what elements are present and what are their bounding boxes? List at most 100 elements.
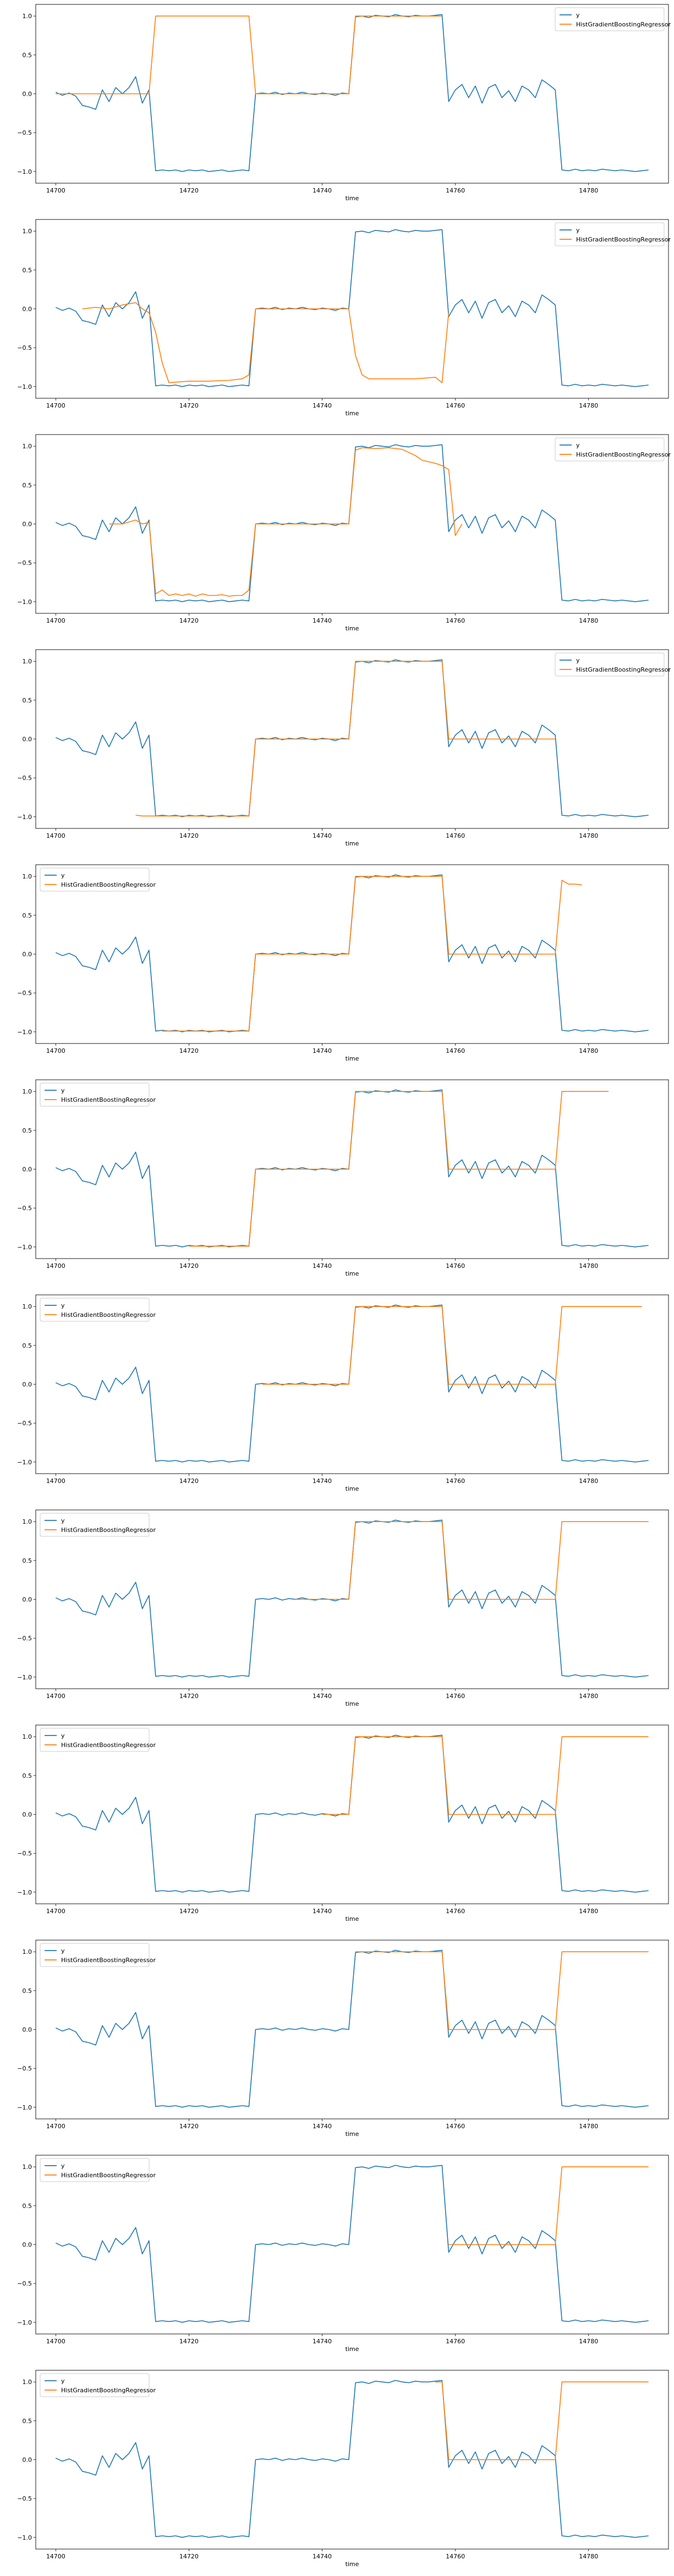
legend: y HistGradientBoostingRegressor	[40, 2158, 156, 2182]
axes-frame	[35, 2370, 669, 2550]
axes-frame	[35, 649, 669, 829]
x-axis-label: time	[346, 195, 359, 202]
x-tick-label: 14700	[46, 832, 65, 839]
x-tick-label: 14700	[46, 1478, 65, 1485]
axes-frame	[35, 864, 669, 1044]
legend-entry: HistGradientBoostingRegressor	[61, 2172, 156, 2179]
legend: y HistGradientBoostingRegressor	[555, 222, 671, 246]
x-tick-label: 14740	[313, 1693, 332, 1700]
x-tick-label: 14720	[179, 1047, 199, 1054]
axes-frame	[35, 219, 669, 399]
x-tick-label: 14780	[579, 2338, 598, 2345]
x-tick-label: 14700	[46, 2338, 65, 2345]
legend-box	[40, 1298, 150, 1322]
y-tick-label: 0.0	[23, 1166, 32, 1173]
legend-box	[40, 867, 150, 892]
y-tick-label: 0.5	[23, 482, 32, 489]
series-line-prediction	[322, 1736, 649, 1815]
y-tick-label: −0.5	[17, 2065, 32, 2072]
subplot-9: 14700 14720 14740 14760 14780 −1.0 −0.5 0.0 0.5 1…	[17, 1724, 669, 1923]
y-tick-label: 0.0	[23, 951, 32, 958]
subplot-7: 14700 14720 14740 14760 14780 −1.0 −0.5 0.0 0.5 1…	[17, 1294, 669, 1492]
y-tick-label: 0.0	[23, 2026, 32, 2034]
y-tick-label: 1.0	[23, 443, 32, 450]
legend-entry: HistGradientBoostingRegressor	[61, 1096, 156, 1103]
x-tick-label: 14700	[46, 1908, 65, 1915]
y-tick-label: 0.5	[23, 267, 32, 274]
y-tick-label: 0.0	[23, 2242, 32, 2249]
legend-entry: y	[576, 12, 580, 19]
x-axis-label: time	[346, 1485, 359, 1492]
y-tick-label: 1.0	[23, 2163, 32, 2171]
x-tick-label: 14760	[446, 187, 465, 194]
x-tick-label: 14780	[579, 1908, 598, 1915]
legend-box	[40, 2373, 150, 2397]
x-tick-label: 14760	[446, 2553, 465, 2560]
y-tick-label: −1.0	[17, 1459, 32, 1466]
legend-entry: y	[61, 872, 65, 879]
legend: y HistGradientBoostingRegressor	[40, 1943, 156, 1967]
x-tick-label: 14760	[446, 1908, 465, 1915]
legend: y HistGradientBoostingRegressor	[555, 7, 671, 31]
y-tick-label: 0.5	[23, 1772, 32, 1779]
y-tick-label: 0.0	[23, 91, 32, 98]
y-tick-label: 0.5	[23, 1557, 32, 1564]
series-line-y	[55, 2380, 649, 2538]
x-tick-label: 14700	[46, 1047, 65, 1054]
x-tick-label: 14780	[579, 1262, 598, 1270]
legend-entry: y	[576, 657, 580, 664]
axes-frame	[35, 2155, 669, 2335]
x-axis-label: time	[346, 2561, 359, 2568]
legend: y HistGradientBoostingRegressor	[40, 1728, 156, 1752]
x-tick-label: 14740	[313, 1908, 332, 1915]
y-tick-label: −1.0	[17, 168, 32, 175]
y-tick-label: 1.0	[23, 1733, 32, 1740]
y-tick-label: −1.0	[17, 1244, 32, 1251]
legend-entry: HistGradientBoostingRegressor	[61, 1311, 156, 1319]
x-tick-label: 14760	[446, 2338, 465, 2345]
legend-entry: HistGradientBoostingRegressor	[61, 1526, 156, 1534]
series-line-prediction	[295, 1521, 649, 1600]
series-line-y	[55, 1949, 649, 2108]
series-line-prediction	[135, 661, 556, 817]
x-axis-label: time	[346, 1055, 359, 1062]
y-tick-label: 1.0	[23, 13, 32, 20]
series-line-prediction	[435, 2381, 649, 2460]
x-tick-label: 14720	[179, 1262, 199, 1270]
legend: y HistGradientBoostingRegressor	[40, 867, 156, 892]
x-tick-label: 14720	[179, 1478, 199, 1485]
y-tick-label: 0.0	[23, 1381, 32, 1388]
y-tick-label: 0.0	[23, 2457, 32, 2464]
x-tick-label: 14740	[313, 2553, 332, 2560]
legend-entry: y	[576, 227, 580, 234]
y-tick-label: 0.5	[23, 912, 32, 919]
x-tick-label: 14780	[579, 1047, 598, 1054]
y-tick-label: −0.5	[17, 2495, 32, 2502]
legend-box	[555, 652, 665, 677]
x-axis-label: time	[346, 1915, 359, 1923]
x-tick-label: 14760	[446, 1693, 465, 1700]
x-tick-label: 14740	[313, 2123, 332, 2130]
legend-entry: y	[61, 1732, 65, 1739]
y-tick-label: −1.0	[17, 2534, 32, 2541]
y-tick-label: 1.0	[23, 1088, 32, 1095]
x-axis-label: time	[346, 1270, 359, 1277]
series-line-prediction	[82, 302, 450, 383]
subplot-1: 14700 14720 14740 14760 14780 −1.0 −0.5 0.0 0.5 1…	[17, 4, 671, 202]
subplot-5: 14700 14720 14740 14760 14780 −1.0 −0.5 0.0 0.5 1…	[17, 864, 669, 1062]
subplot-10: 14700 14720 14740 14760 14780 −1.0 −0.5 0.0 0.5 1…	[17, 1940, 669, 2138]
y-tick-label: 1.0	[23, 1948, 32, 1956]
y-tick-label: 0.5	[23, 1342, 32, 1349]
legend-entry: HistGradientBoostingRegressor	[61, 1742, 156, 1749]
x-tick-label: 14720	[179, 187, 199, 194]
x-axis-label: time	[346, 840, 359, 847]
legend: y HistGradientBoostingRegressor	[40, 1513, 156, 1537]
series-line-prediction	[189, 1091, 609, 1247]
y-tick-label: −0.5	[17, 775, 32, 782]
legend-entry: y	[576, 442, 580, 449]
subplot-11: 14700 14720 14740 14760 14780 −1.0 −0.5 0.0 0.5 1…	[17, 2155, 669, 2353]
y-tick-label: −0.5	[17, 344, 32, 351]
subplot-8: 14700 14720 14740 14760 14780 −1.0 −0.5 0.0 0.5 1…	[17, 1509, 669, 1707]
series-line-y	[55, 874, 649, 1032]
x-tick-label: 14700	[46, 617, 65, 624]
